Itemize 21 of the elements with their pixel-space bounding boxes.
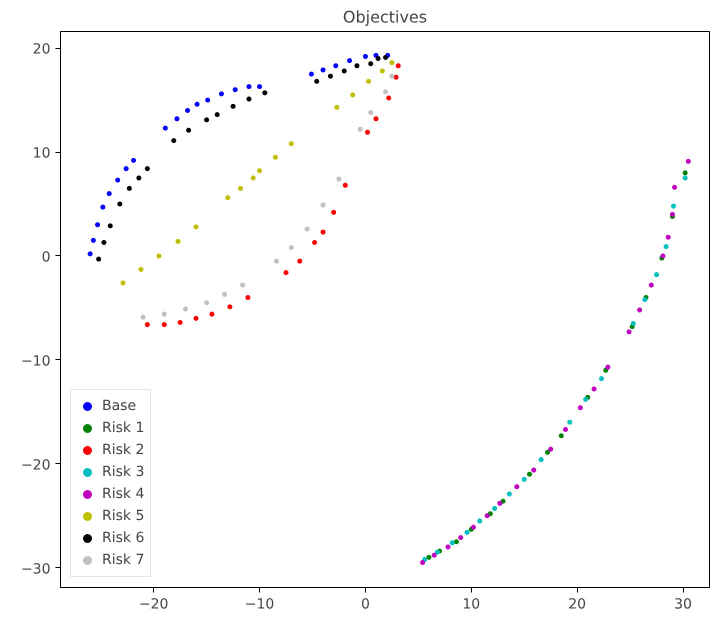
x-tick-label: 30	[674, 596, 692, 612]
legend-label: Risk 3	[102, 464, 144, 480]
y-tick-label: −20	[20, 457, 50, 474]
x-tick-label: −20	[138, 596, 168, 612]
y-tick-label: 10	[32, 146, 51, 162]
x-tick-label: 20	[568, 596, 586, 612]
y-tick-label: −10	[20, 353, 50, 370]
legend-label: Base	[102, 398, 136, 414]
y-tick-label: 20	[32, 42, 51, 58]
legend-label: Risk 6	[102, 530, 144, 546]
chart-title: Objectives	[342, 8, 428, 26]
legend-label: Risk 1	[102, 420, 144, 436]
legend-label: Risk 4	[102, 486, 144, 502]
legend-label: Risk 7	[102, 552, 144, 568]
x-tick-label: 0	[360, 596, 370, 612]
y-tick-label: −30	[20, 561, 50, 578]
legend-label: Risk 5	[102, 508, 144, 524]
y-tick-label: 0	[42, 249, 51, 266]
legend-label: Risk 2	[102, 442, 144, 458]
x-tick-label: −10	[244, 596, 274, 612]
x-tick-label: 10	[462, 596, 480, 612]
